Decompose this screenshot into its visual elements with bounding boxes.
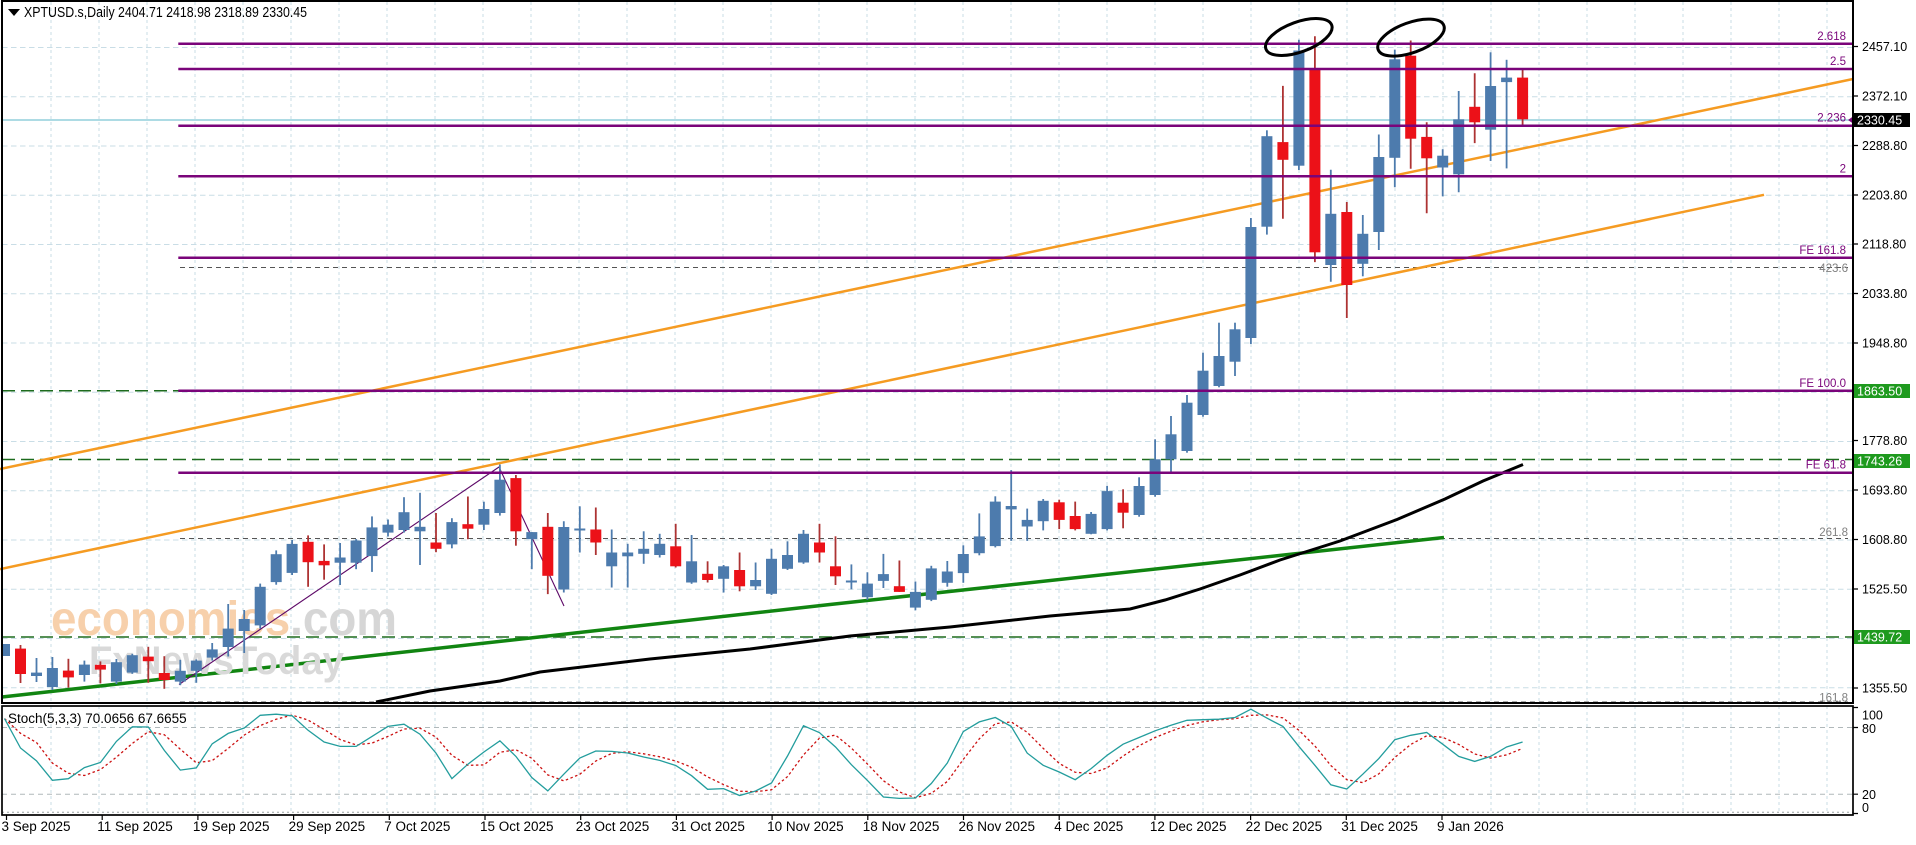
svg-text:31 Dec 2025: 31 Dec 2025: [1341, 819, 1418, 834]
svg-text:economies.com: economies.com: [51, 593, 397, 646]
svg-text:161.8: 161.8: [1819, 693, 1848, 705]
svg-text:2.5: 2.5: [1830, 56, 1846, 68]
svg-text:10 Nov 2025: 10 Nov 2025: [767, 819, 844, 834]
svg-text:1778.80: 1778.80: [1862, 434, 1907, 448]
svg-text:1948.80: 1948.80: [1862, 337, 1907, 351]
svg-text:2.618: 2.618: [1817, 31, 1846, 43]
svg-text:100: 100: [1862, 709, 1883, 723]
svg-text:FE 161.8: FE 161.8: [1799, 245, 1846, 257]
svg-text:2457.10: 2457.10: [1862, 40, 1907, 54]
svg-text:2: 2: [1840, 163, 1846, 175]
svg-text:FE 61.8: FE 61.8: [1806, 460, 1846, 472]
svg-text:2118.80: 2118.80: [1862, 238, 1906, 252]
svg-text:1525.50: 1525.50: [1862, 583, 1907, 597]
svg-text:1608.80: 1608.80: [1862, 533, 1907, 547]
svg-text:3 Sep 2025: 3 Sep 2025: [2, 819, 71, 834]
svg-text:29 Sep 2025: 29 Sep 2025: [289, 819, 366, 834]
svg-text:1355.50: 1355.50: [1862, 682, 1907, 696]
svg-text:2203.80: 2203.80: [1862, 189, 1907, 203]
svg-text:80: 80: [1862, 722, 1876, 736]
svg-text:22 Dec 2025: 22 Dec 2025: [1246, 819, 1323, 834]
svg-text:7 Oct 2025: 7 Oct 2025: [384, 819, 450, 834]
svg-text:2288.80: 2288.80: [1862, 139, 1907, 153]
svg-text:1693.80: 1693.80: [1862, 484, 1907, 498]
svg-text:9 Jan 2026: 9 Jan 2026: [1437, 819, 1504, 834]
svg-text:XPTUSD.s,Daily 2404.71 2418.9: XPTUSD.s,Daily 2404.71 2418.98 2318.89 2…: [24, 5, 307, 21]
svg-text:2330.45: 2330.45: [1857, 114, 1902, 128]
svg-text:20: 20: [1862, 788, 1876, 802]
svg-text:1439.72: 1439.72: [1857, 631, 1902, 645]
svg-text:19 Sep 2025: 19 Sep 2025: [193, 819, 270, 834]
svg-text:18 Nov 2025: 18 Nov 2025: [863, 819, 940, 834]
svg-text:1743.26: 1743.26: [1857, 455, 1902, 469]
svg-text:1863.50: 1863.50: [1857, 385, 1902, 399]
svg-text:11 Sep 2025: 11 Sep 2025: [97, 819, 173, 834]
svg-text:4 Dec 2025: 4 Dec 2025: [1054, 819, 1123, 834]
svg-text:0: 0: [1862, 801, 1869, 815]
svg-text:2033.80: 2033.80: [1862, 287, 1907, 301]
svg-text:23 Oct 2025: 23 Oct 2025: [576, 819, 650, 834]
svg-text:31 Oct 2025: 31 Oct 2025: [671, 819, 745, 834]
svg-text:2372.10: 2372.10: [1862, 90, 1907, 104]
svg-text:FE 100.0: FE 100.0: [1799, 378, 1846, 390]
svg-text:Stoch(5,3,3) 70.0656 67.6655: Stoch(5,3,3) 70.0656 67.6655: [8, 711, 187, 726]
svg-text:26 Nov 2025: 26 Nov 2025: [959, 819, 1036, 834]
svg-text:2.236: 2.236: [1817, 113, 1846, 125]
svg-text:423.6: 423.6: [1819, 263, 1848, 275]
svg-text:12 Dec 2025: 12 Dec 2025: [1150, 819, 1227, 834]
svg-text:15 Oct 2025: 15 Oct 2025: [480, 819, 554, 834]
svg-text:261.8: 261.8: [1819, 527, 1848, 539]
